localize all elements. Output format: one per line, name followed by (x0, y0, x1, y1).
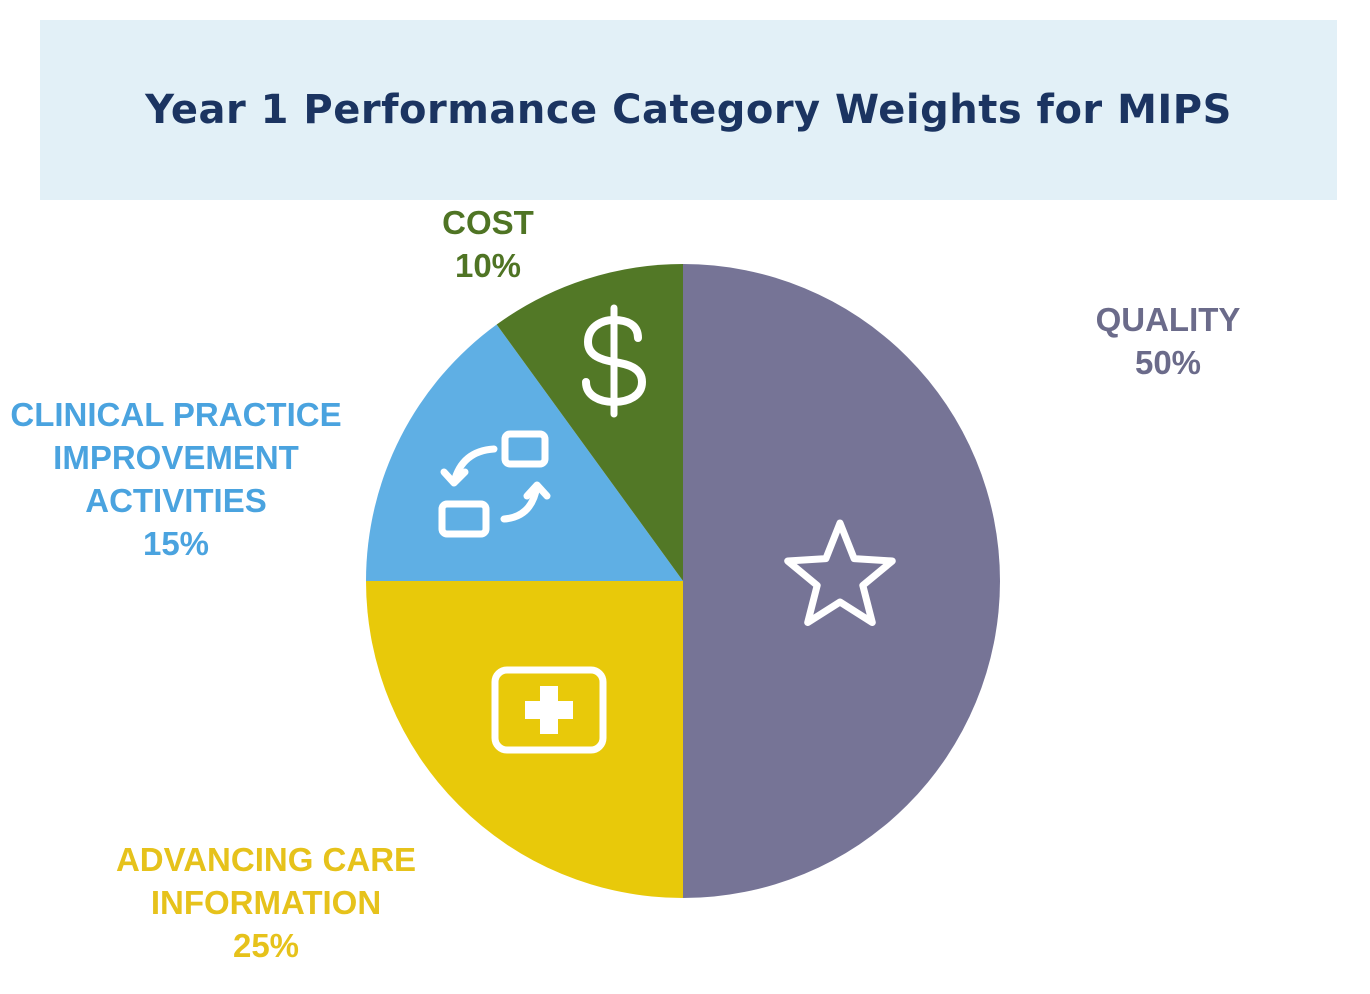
quality-label: QUALITY 50% (1088, 298, 1248, 384)
exchange-arrows-icon (438, 430, 551, 538)
pie-slice-quality (683, 264, 1000, 898)
cpia-value: 15% (142, 525, 210, 562)
cost-label: COST 10% (418, 201, 558, 287)
cost-value: 10% (454, 247, 522, 284)
aci-label-line: ADVANCING CARE (115, 841, 417, 878)
pie-slice-aci (366, 581, 683, 898)
star-icon (784, 519, 896, 626)
cpia-label-line: ACTIVITIES (85, 482, 267, 519)
chart-title: Year 1 Performance Category Weights for … (145, 87, 1232, 133)
cpia-label-line: IMPROVEMENT (53, 439, 299, 476)
pie-slice-cost (496, 264, 683, 581)
dollar-icon (582, 304, 646, 418)
cpia-label: CLINICAL PRACTICE IMPROVEMENT ACTIVITIES… (0, 393, 352, 565)
aci-label: ADVANCING CARE INFORMATION 25% (96, 838, 436, 967)
title-banner: Year 1 Performance Category Weights for … (40, 20, 1337, 200)
medical-kit-icon (491, 666, 607, 754)
quality-label-line: QUALITY (1095, 301, 1241, 338)
cost-label-line: COST (442, 204, 534, 241)
cpia-label-line: CLINICAL PRACTICE (10, 396, 342, 433)
aci-label-line: INFORMATION (150, 884, 382, 921)
quality-value: 50% (1134, 344, 1202, 381)
aci-value: 25% (232, 927, 300, 964)
